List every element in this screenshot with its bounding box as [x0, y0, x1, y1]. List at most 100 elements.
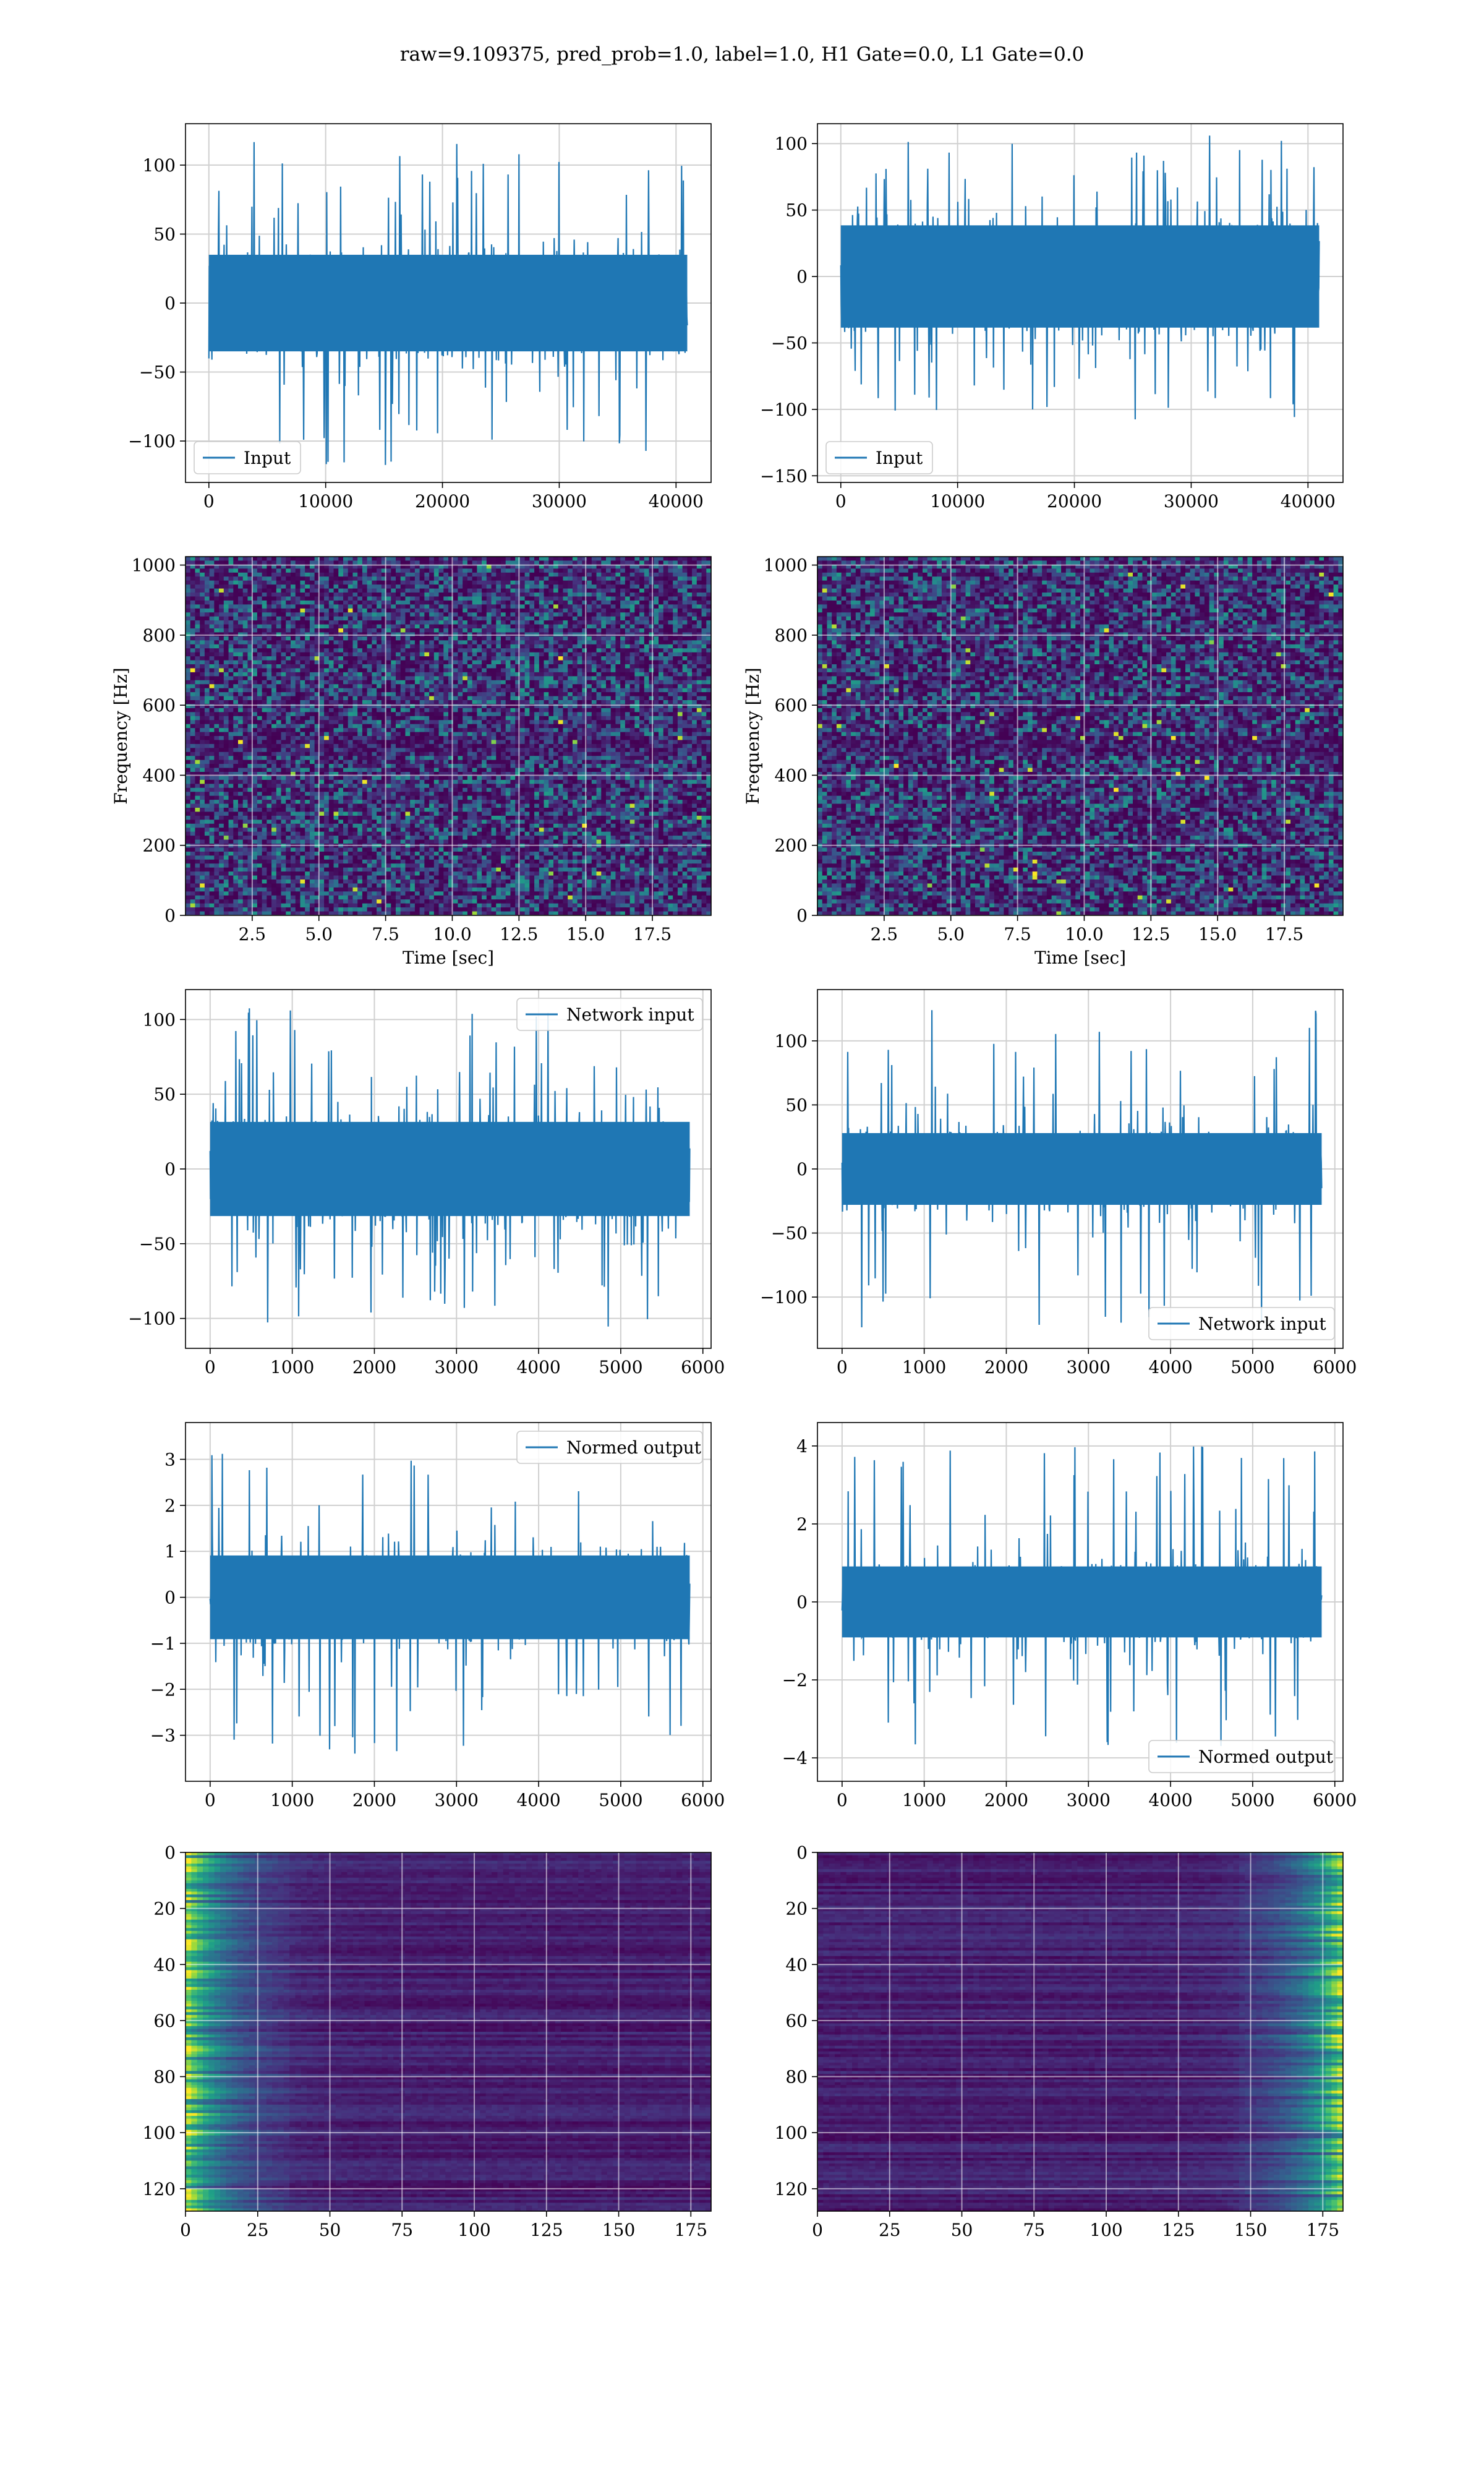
- x-tick-label: 1000: [270, 1357, 314, 1377]
- y-tick-label: 0: [164, 1843, 176, 1863]
- series-core-band: [840, 225, 1320, 328]
- y-tick-label: −50: [771, 333, 808, 353]
- panel-9: 0 25 50 75 100 125 150 175 0 20 40 60 80 100 120: [143, 1843, 712, 2240]
- y-tick-label: −2: [782, 1670, 808, 1690]
- series-core-band: [842, 1133, 1322, 1205]
- panel-8: 0 1000 2000 3000 4000 5000 6000 −4 −2 0 2 4 Normed o…: [782, 1422, 1357, 1810]
- y-tick-label: 120: [775, 2179, 808, 2199]
- legend: Network input: [1148, 1307, 1335, 1340]
- y-tick-label: 100: [775, 1031, 808, 1051]
- axes-frame: [185, 1422, 712, 1782]
- x-tick-label: 6000: [681, 1790, 725, 1810]
- y-tick-label: 100: [775, 2123, 808, 2143]
- legend: Input: [825, 441, 933, 474]
- x-tick-label: 40000: [649, 491, 704, 511]
- legend-label: Input: [876, 448, 923, 468]
- legend: Input: [194, 441, 301, 474]
- panel-1: 0 10000 20000 30000 40000 −100 −50 0 50 100 Input: [128, 123, 712, 511]
- y-tick-label: 3: [164, 1449, 176, 1470]
- panel-7: 0 1000 2000 3000 4000 5000 6000 −3 −2 −1 0 1 2 3 Norme…: [150, 1422, 725, 1810]
- x-tick-label: 2000: [984, 1790, 1028, 1810]
- x-tick-label: 1000: [270, 1790, 314, 1810]
- x-tick-label: 3000: [1067, 1357, 1111, 1377]
- panel-5: 0 1000 2000 3000 4000 5000 6000 −100 −50 0 50 100 Ne…: [128, 989, 725, 1377]
- heatmap: [817, 1852, 1343, 2211]
- panel-2: 0 10000 20000 30000 40000 −150 −100 −50 0 50 100 In…: [760, 123, 1344, 511]
- y-tick-label: 0: [796, 1843, 808, 1863]
- x-tick-label: 0: [812, 2220, 823, 2240]
- heatmap: [186, 557, 711, 915]
- x-tick-label: 50: [951, 2220, 973, 2240]
- y-tick-label: 0: [796, 1592, 808, 1612]
- x-tick-label: 150: [602, 2220, 635, 2240]
- legend: Normed output: [516, 1431, 703, 1464]
- y-tick-label: 50: [153, 1084, 176, 1105]
- y-tick-label: 60: [785, 2011, 808, 2031]
- x-tick-label: 15.0: [566, 924, 605, 944]
- y-tick-label: 120: [143, 2179, 176, 2199]
- legend-box: [516, 998, 703, 1031]
- y-tick-label: 0: [164, 293, 176, 314]
- legend-label: Normed output: [1198, 1747, 1334, 1767]
- y-tick-label: 0: [164, 905, 176, 926]
- x-tick-label: 25: [247, 2220, 269, 2240]
- x-tick-label: 50: [319, 2220, 341, 2240]
- x-tick-label: 2000: [352, 1790, 396, 1810]
- axes-frame: [817, 1852, 1344, 2212]
- x-tick-label: 100: [458, 2220, 490, 2240]
- y-tick-label: 800: [775, 625, 808, 646]
- x-tick-label: 0: [203, 491, 215, 511]
- x-tick-label: 20000: [415, 491, 470, 511]
- legend: Normed output: [1148, 1740, 1335, 1773]
- y-tick-label: 800: [143, 625, 176, 646]
- x-tick-label: 5000: [599, 1357, 642, 1377]
- y-tick-label: 400: [775, 765, 808, 785]
- y-tick-label: −2: [150, 1679, 176, 1700]
- y-tick-label: 2: [164, 1496, 176, 1516]
- heatmap: [186, 1852, 711, 2211]
- x-tick-label: 125: [530, 2220, 563, 2240]
- y-tick-label: 4: [796, 1436, 808, 1457]
- y-tick-label: 2: [796, 1514, 808, 1534]
- y-tick-label: 1000: [132, 555, 176, 576]
- y-tick-label: 0: [796, 267, 808, 287]
- y-tick-label: −50: [139, 1234, 176, 1254]
- y-tick-label: 0: [164, 1588, 176, 1608]
- x-tick-label: 150: [1234, 2220, 1267, 2240]
- x-tick-label: 10000: [930, 491, 985, 511]
- series-core-band: [210, 1121, 690, 1217]
- grid: [185, 1852, 711, 2211]
- y-tick-label: 600: [143, 695, 176, 716]
- y-tick-label: 1000: [764, 555, 808, 576]
- series-core-band: [210, 1555, 690, 1640]
- y-tick-label: 0: [164, 1159, 176, 1179]
- x-tick-label: 0: [205, 1357, 216, 1377]
- x-tick-label: 0: [180, 2220, 191, 2240]
- x-tick-label: 5000: [1230, 1790, 1274, 1810]
- x-axis-label: Time [sec]: [1034, 948, 1126, 968]
- axes-frame: [817, 556, 1344, 916]
- series-core-band: [842, 1566, 1322, 1638]
- legend-label: Network input: [1198, 1314, 1326, 1334]
- legend-box: [1148, 1740, 1335, 1773]
- y-tick-label: 40: [153, 1954, 176, 1975]
- series-core-band: [208, 254, 688, 352]
- x-tick-label: 100: [1090, 2220, 1122, 2240]
- x-tick-label: 75: [1023, 2220, 1045, 2240]
- figure-title: raw=9.109375, pred_prob=1.0, label=1.0, …: [400, 43, 1085, 66]
- x-tick-label: 0: [837, 1790, 848, 1810]
- y-tick-label: 80: [785, 2067, 808, 2087]
- y-tick-label: −50: [139, 362, 176, 383]
- legend-label: Network input: [566, 1004, 694, 1025]
- x-tick-label: 1000: [902, 1790, 946, 1810]
- y-axis-label: Frequency [Hz]: [111, 667, 131, 804]
- x-axis-label: Time [sec]: [403, 948, 494, 968]
- y-tick-label: −100: [760, 1287, 808, 1308]
- x-tick-label: 1000: [902, 1357, 946, 1377]
- panel-10: 0 25 50 75 100 125 150 175 0 20 40 60 80 100 120: [775, 1843, 1344, 2240]
- x-tick-label: 17.5: [1265, 924, 1303, 944]
- x-tick-label: 3000: [1067, 1790, 1111, 1810]
- y-tick-label: 40: [785, 1954, 808, 1975]
- x-tick-label: 10000: [298, 491, 353, 511]
- y-tick-label: −50: [771, 1223, 808, 1244]
